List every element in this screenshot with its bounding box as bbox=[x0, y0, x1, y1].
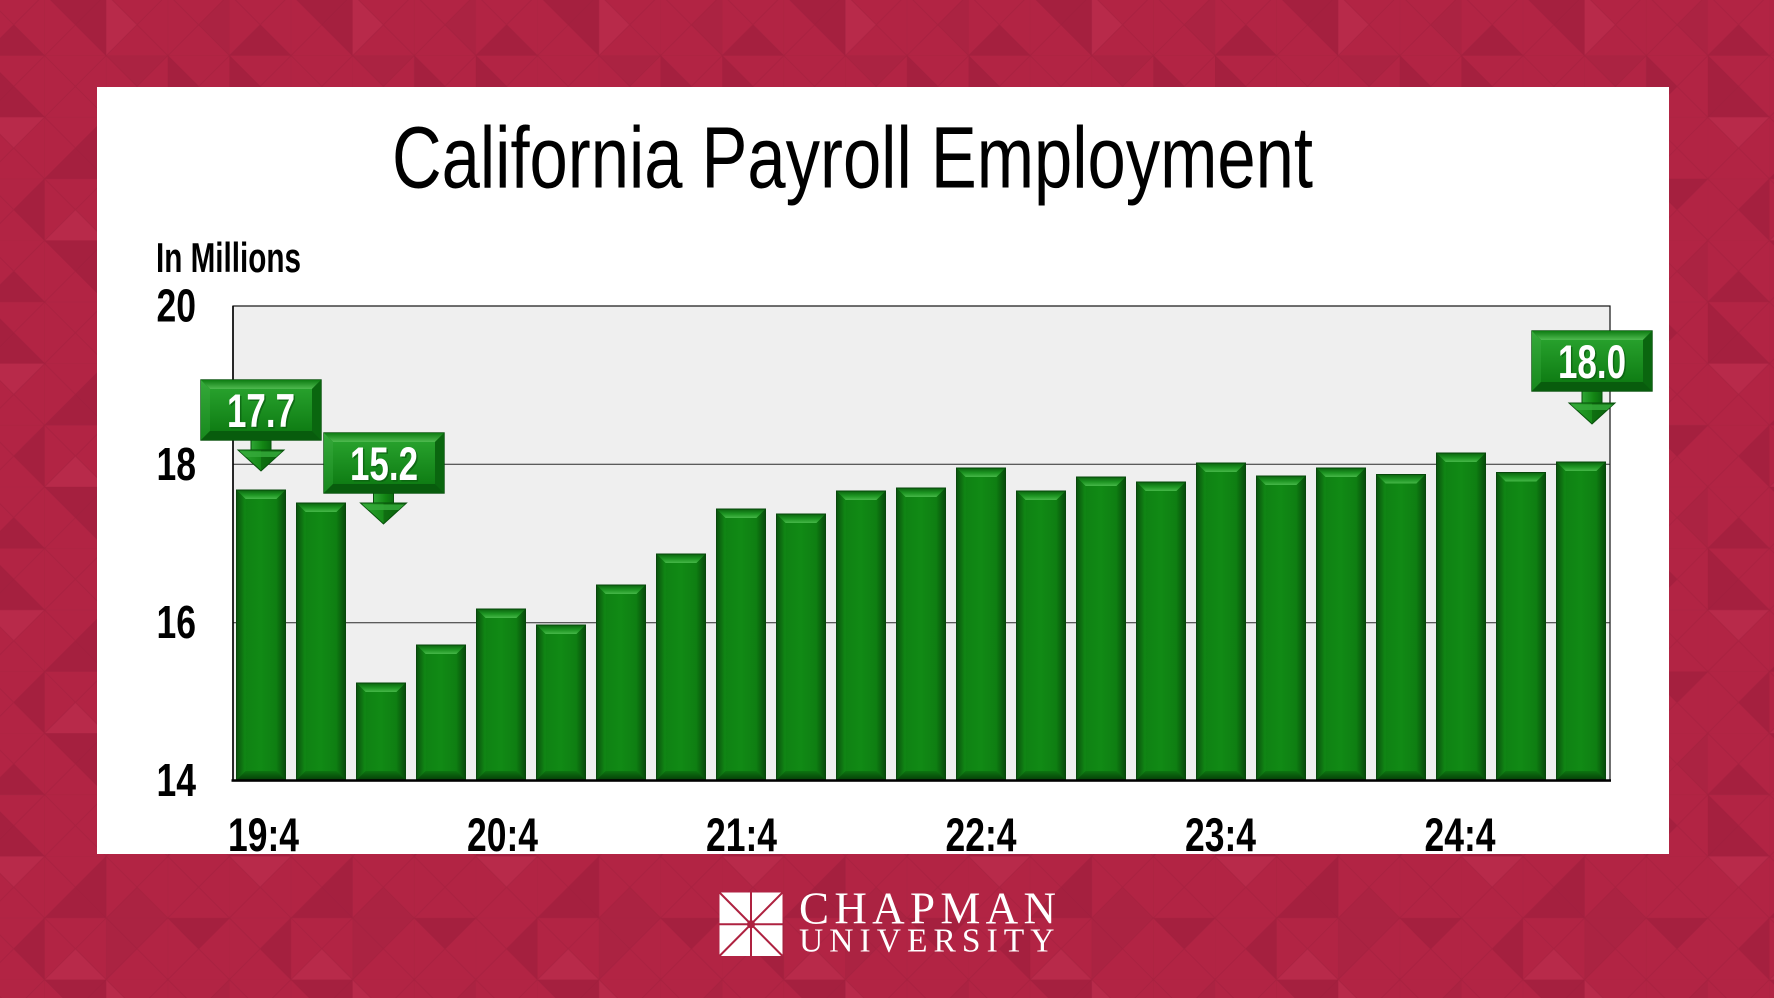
svg-text:UNIVERSITY: UNIVERSITY bbox=[799, 923, 1055, 960]
svg-text:19:4: 19:4 bbox=[228, 809, 299, 862]
svg-text:22:4: 22:4 bbox=[946, 809, 1017, 862]
svg-text:CHAPMAN: CHAPMAN bbox=[799, 884, 1056, 934]
svg-text:17.7: 17.7 bbox=[229, 387, 297, 440]
svg-text:20:4: 20:4 bbox=[467, 809, 538, 862]
svg-text:24:4: 24:4 bbox=[1425, 809, 1496, 862]
svg-text:20: 20 bbox=[157, 280, 197, 332]
svg-text:15.2: 15.2 bbox=[352, 440, 420, 493]
svg-text:18: 18 bbox=[157, 438, 197, 490]
svg-text:15.2: 15.2 bbox=[350, 438, 418, 491]
svg-text:16: 16 bbox=[157, 596, 197, 648]
svg-text:18.0: 18.0 bbox=[1558, 336, 1626, 389]
svg-text:17.7: 17.7 bbox=[227, 385, 295, 438]
svg-text:In Millions: In Millions bbox=[156, 234, 301, 281]
svg-text:23:4: 23:4 bbox=[1185, 809, 1256, 862]
svg-text:18.0: 18.0 bbox=[1560, 338, 1628, 391]
svg-text:21:4: 21:4 bbox=[706, 809, 777, 862]
svg-text:14: 14 bbox=[157, 754, 197, 806]
svg-text:California Payroll Employment: California Payroll Employment bbox=[392, 109, 1313, 207]
